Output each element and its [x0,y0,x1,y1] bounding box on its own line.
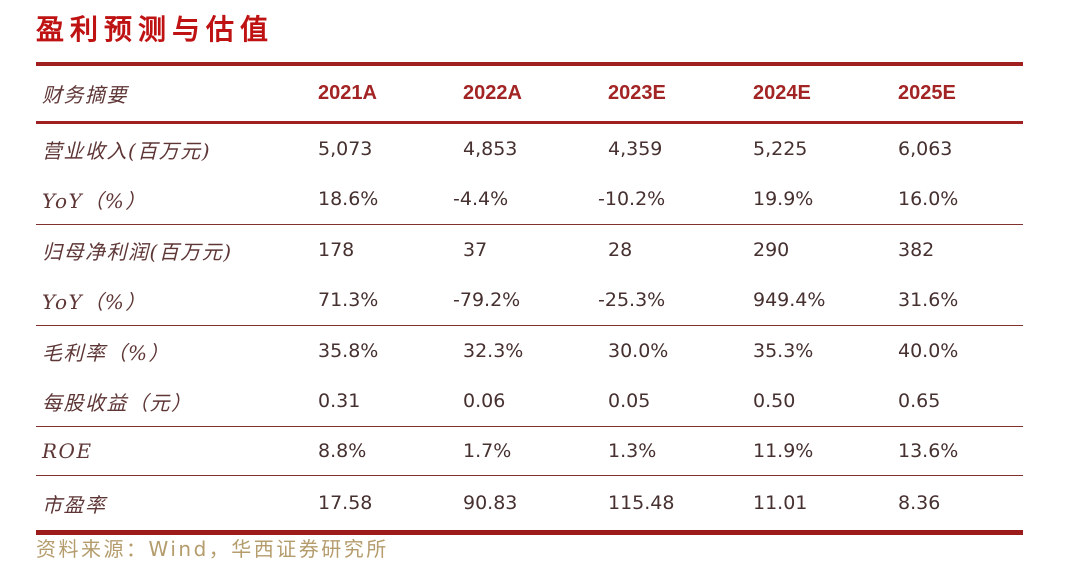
cell-value: 16.0% [898,188,959,210]
header-year-2021a: 2021A [318,82,377,104]
cell-value: 37 [463,239,488,261]
table-header-row: 财务摘要 2021A 2022A 2023E 2024E 2025E [36,66,1023,124]
financial-summary-table: 财务摘要 2021A 2022A 2023E 2024E 2025E 营业收入(… [36,62,1023,535]
table-row-revenue: 营业收入(百万元) 5,073 4,853 4,359 5,225 6,063 [36,124,1023,174]
cell-value: -79.2% [453,289,521,311]
cell-value: 8.36 [898,492,941,514]
header-metric-label: 财务摘要 [42,83,128,107]
cell-value: 1.3% [608,440,657,462]
cell-value: 35.3% [753,340,814,362]
cell-value: 0.50 [753,390,796,412]
row-label: 市盈率 [42,492,107,517]
header-year-2025e: 2025E [898,82,956,104]
row-label: 毛利率（%） [42,340,171,365]
cell-value: 28 [608,239,633,261]
header-year-2023e: 2023E [608,82,666,104]
cell-value: 19.9% [753,188,814,210]
row-label: 营业收入(百万元) [42,138,212,163]
cell-value: 35.8% [318,340,379,362]
table-row-revenue-yoy: YoY（%） 18.6% -4.4% -10.2% 19.9% 16.0% [36,174,1023,225]
table-row-pe: 市盈率 17.58 90.83 115.48 11.01 8.36 [36,476,1023,530]
cell-value: 1.7% [463,440,512,462]
cell-value: 5,073 [318,138,373,160]
cell-value: 71.3% [318,289,379,311]
cell-value: 0.65 [898,390,941,412]
cell-value: -10.2% [598,188,666,210]
cell-value: 0.31 [318,390,361,412]
cell-value: 11.01 [753,492,808,514]
header-year-2024e: 2024E [753,82,811,104]
cell-value: 6,063 [898,138,953,160]
row-label: YoY（%） [42,188,147,213]
cell-value: 90.83 [463,492,518,514]
table-row-net-profit: 归母净利润(百万元) 178 37 28 290 382 [36,225,1023,275]
cell-value: 290 [753,239,790,261]
cell-value: 115.48 [608,492,675,514]
row-label: ROE [42,439,93,463]
cell-value: 178 [318,239,355,261]
cell-value: 382 [898,239,935,261]
cell-value: 18.6% [318,188,379,210]
cell-value: 5,225 [753,138,808,160]
table-row-roe: ROE 8.8% 1.7% 1.3% 11.9% 13.6% [36,427,1023,476]
cell-value: 30.0% [608,340,669,362]
cell-value: 949.4% [753,289,826,311]
table-row-gross-margin: 毛利率（%） 35.8% 32.3% 30.0% 35.3% 40.0% [36,326,1023,376]
row-label: 每股收益（元） [42,390,193,415]
cell-value: 0.05 [608,390,651,412]
row-label: 归母净利润(百万元) [42,239,233,264]
page-title: 盈利预测与估值 [36,13,275,46]
cell-value: 4,853 [463,138,518,160]
table-row-eps: 每股收益（元） 0.31 0.06 0.05 0.50 0.65 [36,376,1023,427]
cell-value: 0.06 [463,390,506,412]
cell-value: 31.6% [898,289,959,311]
cell-value: 32.3% [463,340,524,362]
cell-value: 13.6% [898,440,959,462]
header-year-2022a: 2022A [463,82,522,104]
cell-value: 8.8% [318,440,367,462]
row-label: YoY（%） [42,289,147,314]
cell-value: -4.4% [453,188,509,210]
data-source-note: 资料来源：Wind，华西证券研究所 [36,537,389,561]
cell-value: 40.0% [898,340,959,362]
cell-value: 4,359 [608,138,663,160]
cell-value: 17.58 [318,492,373,514]
cell-value: -25.3% [598,289,666,311]
cell-value: 11.9% [753,440,814,462]
table-row-net-profit-yoy: YoY（%） 71.3% -79.2% -25.3% 949.4% 31.6% [36,275,1023,326]
